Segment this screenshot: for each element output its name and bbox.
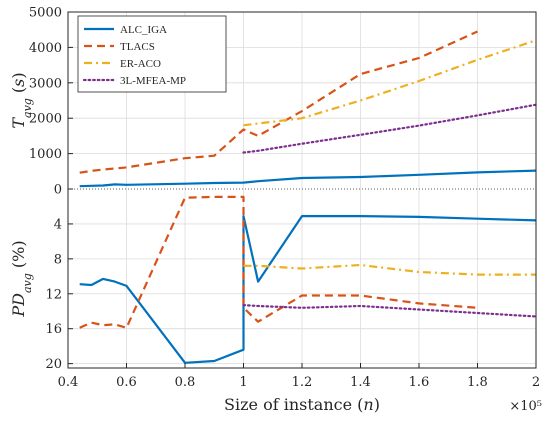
xlabel-n: n bbox=[363, 395, 373, 414]
x-tick-label: 1.8 bbox=[467, 375, 488, 390]
x-tick-label: 1 bbox=[239, 375, 247, 390]
series-layer bbox=[79, 30, 538, 364]
x-tick-label: 0.6 bbox=[116, 375, 137, 390]
ylabel-dev-symbol: PD bbox=[9, 293, 28, 318]
time-y-tick-label: 2000 bbox=[29, 112, 62, 127]
time-y-tick-label: 5000 bbox=[29, 6, 62, 21]
ylabel-time-unit-s: s bbox=[9, 79, 28, 87]
time-y-tick-label: 0 bbox=[54, 183, 62, 198]
time-series-tlacs bbox=[79, 30, 478, 174]
ylabel-dev-subscript: avg bbox=[21, 273, 34, 293]
deviation-series-er-aco bbox=[243, 263, 536, 276]
deviation-series-tlacs bbox=[79, 195, 478, 329]
ylabel-dev-unit: (%) bbox=[9, 240, 28, 273]
deviation-y-tick-label: 16 bbox=[45, 322, 62, 337]
time-y-tick-label: 4000 bbox=[29, 41, 62, 56]
ylabel-time-symbol: T bbox=[9, 117, 28, 129]
deviation-y-tick-label: 12 bbox=[45, 287, 62, 302]
deviation-y-tick-label: 8 bbox=[54, 252, 62, 267]
x-tick-label: 1.2 bbox=[292, 375, 313, 390]
time-series-alc_iga bbox=[79, 169, 537, 188]
legend-label-tlacs: TLACS bbox=[120, 41, 155, 53]
legend: ALC_IGA TLACS ER-ACO 3L-MFEA-MP bbox=[77, 15, 227, 93]
ylabel-time-unit: ( bbox=[9, 87, 28, 98]
y-axis-label-time: Tavg (s) bbox=[9, 72, 34, 128]
tick-layer: 0.4 0.6 0.8 1 1.2 1.4 1.6 1.8 201000200030004000… bbox=[29, 6, 540, 391]
legend-label-alc_iga: ALC_IGA bbox=[120, 24, 167, 36]
x-axis-multiplier: ×10⁵ bbox=[509, 399, 542, 414]
legend-label-er-aco: ER-ACO bbox=[120, 58, 161, 70]
x-tick-label: 1.4 bbox=[350, 375, 371, 390]
x-tick-label: 0.4 bbox=[58, 375, 79, 390]
x-tick-label: 0.8 bbox=[175, 375, 196, 390]
x-axis-label: Size of instance (n) bbox=[224, 395, 380, 414]
time-series-er-aco bbox=[243, 39, 537, 127]
deviation-series-3l-mfea-mp bbox=[242, 304, 538, 318]
deviation-y-tick-label: 4 bbox=[54, 217, 62, 232]
x-tick-label: 1.6 bbox=[409, 375, 430, 390]
x-tick-label: 2 bbox=[532, 375, 540, 390]
ylabel-time-unit-close: ) bbox=[9, 72, 28, 78]
deviation-series-alc_iga bbox=[79, 215, 537, 364]
legend-label-3l-mfea-mp: 3L-MFEA-MP bbox=[120, 75, 186, 87]
deviation-y-tick-label: 20 bbox=[45, 357, 62, 372]
time-y-tick-label: 1000 bbox=[29, 147, 62, 162]
xlabel-text: Size of instance ( bbox=[224, 395, 363, 414]
ylabel-time-subscript: avg bbox=[21, 98, 34, 118]
time-y-tick-label: 3000 bbox=[29, 76, 62, 91]
time-series-3l-mfea-mp bbox=[242, 103, 538, 154]
y-axis-label-deviation: PDavg (%) bbox=[9, 240, 34, 317]
xlabel-close: ) bbox=[374, 395, 380, 414]
